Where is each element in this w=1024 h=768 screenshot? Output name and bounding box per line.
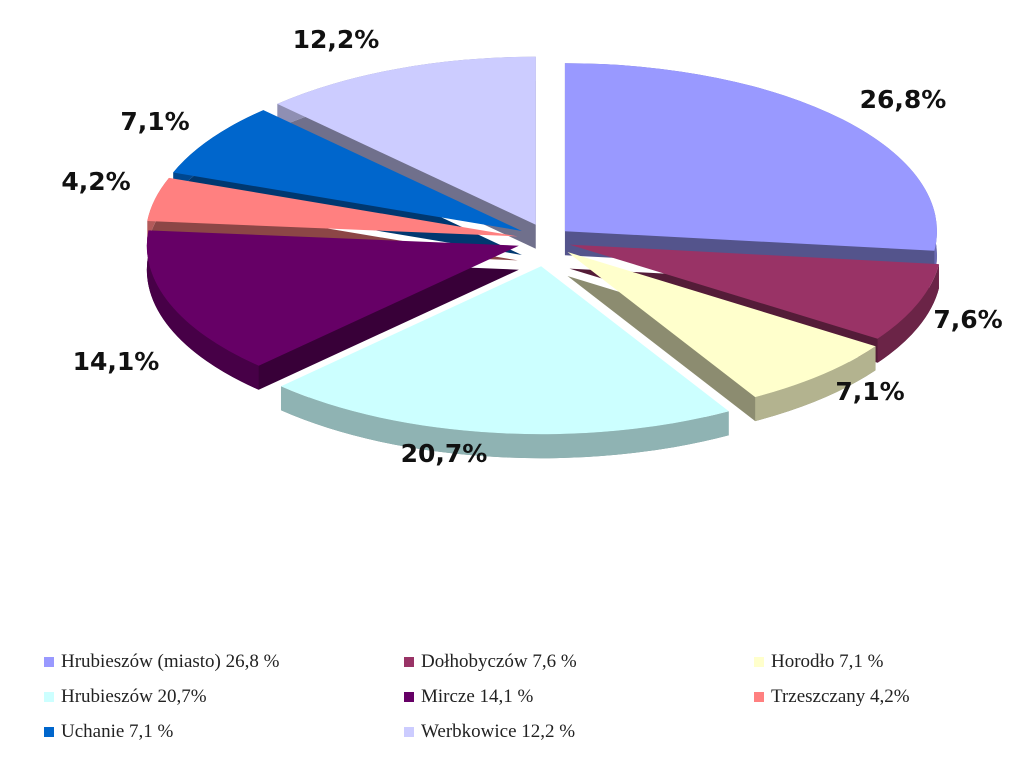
pie-slice-dolhobyczow: [569, 244, 939, 339]
chart-legend: Hrubieszów (miasto) 26,8 % Dołhobyczów 7,…: [44, 648, 1004, 746]
pie-slice-trzeszczany: [147, 177, 518, 237]
pie-slice-rim-dolhobyczow: [877, 264, 939, 363]
legend-label: Horodło 7,1 %: [771, 651, 884, 672]
legend-label: Trzeszczany 4,2%: [771, 686, 910, 707]
legend-swatch: [44, 657, 54, 667]
pie-label-horodlo: 7,1%: [835, 377, 904, 406]
pie-slice-uchanie: [173, 110, 522, 231]
pie-label-mircze: 14,1%: [73, 347, 160, 376]
legend-item-uchanie: Uchanie 7,1 %: [44, 718, 404, 746]
pie-slices: [146, 56, 939, 435]
legend-label: Hrubieszów (miasto) 26,8 %: [61, 651, 280, 672]
pie-slice-rim-horodlo: [755, 346, 876, 422]
legend-item-dolhobyczow: Dołhobyczów 7,6 %: [404, 648, 754, 676]
legend-item-horodlo: Horodło 7,1 %: [754, 648, 1004, 676]
pie-label-hrubieszow-miasto: 26,8%: [860, 85, 947, 114]
legend-item-werbkowice: Werbkowice 12,2 %: [404, 718, 754, 746]
pie-label-dolhobyczow: 7,6%: [933, 305, 1002, 334]
legend-label: Hrubieszów 20,7%: [61, 686, 207, 707]
pie-slice-horodlo: [567, 252, 876, 398]
legend-swatch: [404, 692, 414, 702]
legend-swatch: [44, 692, 54, 702]
pie-slice-rim-hrubieszow: [280, 386, 729, 459]
legend-item-mircze: Mircze 14,1 %: [404, 683, 754, 711]
legend-label: Mircze 14,1 %: [421, 686, 534, 707]
legend-swatch: [404, 657, 414, 667]
pie-label-werbkowice: 12,2%: [293, 25, 380, 54]
legend-item-hrubieszow-miasto: Hrubieszów (miasto) 26,8 %: [44, 648, 404, 676]
legend-item-trzeszczany: Trzeszczany 4,2%: [754, 683, 1004, 711]
legend-label: Werbkowice 12,2 %: [421, 721, 576, 742]
legend-swatch: [754, 692, 764, 702]
legend-item-hrubieszow: Hrubieszów 20,7%: [44, 683, 404, 711]
pie-slice-hrubieszow-miasto: [564, 63, 937, 251]
pie-slice-hrubieszow: [280, 266, 729, 435]
pie-slice-rim-mircze: [146, 230, 259, 390]
pie-label-trzeszczany: 4,2%: [61, 167, 130, 196]
legend-swatch: [44, 727, 54, 737]
pie-chart: 26,8% 7,6% 7,1% 20,7% 14,1% 4,2% 7,1% 12,2%: [61, 25, 1002, 468]
pie-label-uchanie: 7,1%: [120, 107, 189, 136]
legend-swatch: [404, 727, 414, 737]
legend-label: Uchanie 7,1 %: [61, 721, 174, 742]
legend-label: Dołhobyczów 7,6 %: [421, 651, 577, 672]
pie-slice-werbkowice: [277, 56, 536, 225]
pie-slice-mircze: [146, 230, 519, 366]
legend-swatch: [754, 657, 764, 667]
pie-value-labels: 26,8% 7,6% 7,1% 20,7% 14,1% 4,2% 7,1% 12,2%: [61, 25, 1002, 468]
pie-label-hrubieszow: 20,7%: [401, 439, 488, 468]
